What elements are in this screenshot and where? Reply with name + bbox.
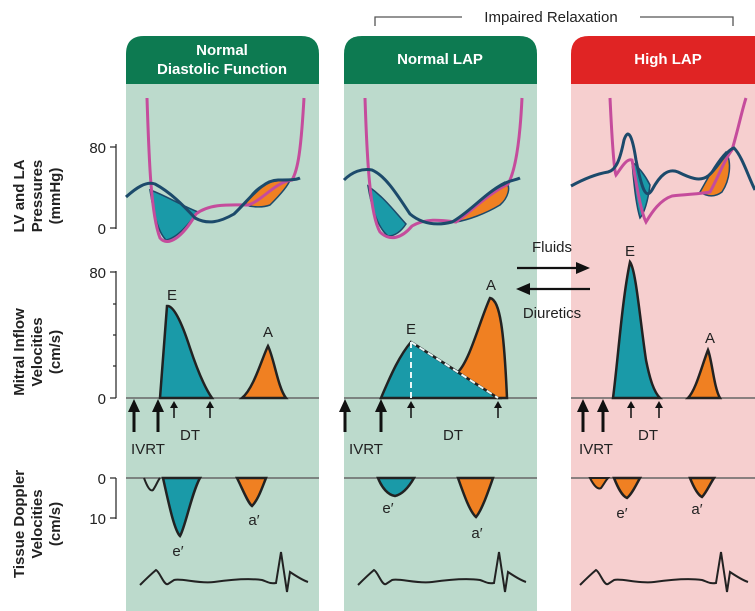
mitral-tick-0: 0 bbox=[98, 391, 106, 408]
mitral-label-line1: Mitral Inflow bbox=[11, 308, 28, 396]
panel-high-lap-e-label: E bbox=[625, 243, 635, 260]
panel-high-lap-la-curve bbox=[570, 132, 755, 196]
panel-normal-dt-label: DT bbox=[180, 427, 200, 444]
tissue-tick-10: 10 bbox=[89, 511, 106, 528]
panel-normal-lv-curve bbox=[145, 97, 306, 243]
panel-high-lap-early-dip bbox=[588, 477, 611, 490]
panel-normal-tissue-doppler bbox=[143, 476, 268, 538]
panel-normal-a-label: A bbox=[263, 324, 273, 341]
panel-high-lap-pressure-curves bbox=[570, 97, 755, 226]
panel-normal-e-wave bbox=[158, 304, 215, 400]
panel-normal-lap-e-label: E bbox=[406, 321, 416, 338]
panel-normal-a-prime-wave bbox=[234, 476, 268, 508]
tissue-label-line3: (cm/s) bbox=[47, 502, 64, 546]
panel-normal-lap-header bbox=[344, 36, 537, 84]
panel-normal-ivrt-label: IVRT bbox=[131, 441, 165, 458]
panel-normal-title-line1: Normal bbox=[196, 42, 248, 59]
impaired-relaxation-label: Impaired Relaxation bbox=[484, 9, 617, 26]
panel-normal-lap-a-prime-label: a′ bbox=[471, 525, 482, 542]
panel-high-lap-teal-area bbox=[631, 160, 651, 220]
pressures-label-line2: Pressures bbox=[29, 160, 46, 233]
panel-high-lap-lv-curve bbox=[608, 97, 748, 226]
panel-normal-lap-pressure-curves bbox=[342, 97, 524, 240]
panel-normal-a-prime-label: a′ bbox=[248, 512, 259, 529]
panel-normal-lap-la-curve bbox=[342, 168, 521, 226]
panel-normal-la-curve bbox=[124, 176, 301, 224]
diuretics-label: Diuretics bbox=[523, 305, 581, 322]
panel-normal-lap-ivrt-label: IVRT bbox=[349, 441, 383, 458]
tissue-tick-0: 0 bbox=[98, 471, 106, 488]
panel-high-lap-e-prime-wave bbox=[612, 476, 643, 500]
panel-normal-lap-interval-arrows bbox=[339, 399, 502, 432]
panel-normal-lap-dt-line bbox=[410, 341, 499, 399]
panel-high-lap-a-prime-wave bbox=[688, 476, 717, 499]
panel-high-lap-a-label: A bbox=[705, 330, 715, 347]
panel-high-lap-dt-label: DT bbox=[638, 427, 658, 444]
panel-normal-lap-a-wave bbox=[410, 296, 509, 400]
panel-high-lap-e-wave bbox=[611, 259, 664, 400]
panel-normal-lap-lv-curve bbox=[363, 97, 524, 240]
pressure-tick-0: 0 bbox=[98, 221, 106, 238]
panel-normal-background bbox=[126, 84, 319, 611]
pressures-row-label: LV and LA Pressures (mmHg) bbox=[11, 159, 64, 232]
panel-normal-title-line2: Diastolic Function bbox=[157, 61, 287, 78]
panel-normal-early-dip bbox=[143, 477, 161, 492]
mitral-label-line2: Velocities bbox=[29, 317, 46, 386]
panel-high-lap-header bbox=[571, 36, 755, 84]
panel-normal-lap-tissue-doppler bbox=[376, 476, 495, 519]
mitral-label-line3: (cm/s) bbox=[47, 330, 64, 374]
mitral-axis bbox=[110, 271, 117, 399]
panel-normal-mitral-inflow bbox=[158, 304, 289, 400]
panel-normal-ecg bbox=[139, 551, 309, 593]
panel-normal-lap-title: Normal LAP bbox=[397, 51, 483, 68]
pressures-label-line1: LV and LA bbox=[11, 159, 28, 232]
panel-normal-lap-dt-label: DT bbox=[443, 427, 463, 444]
tissue-axis bbox=[110, 477, 117, 519]
panel-normal-e-prime-wave bbox=[161, 476, 203, 538]
tissue-label-line2: Velocities bbox=[29, 489, 46, 558]
pressure-axis bbox=[110, 144, 117, 229]
panel-normal-e-prime-label: e′ bbox=[172, 543, 183, 560]
panel-normal-header bbox=[126, 36, 319, 84]
panel-high-lap-ivrt-label: IVRT bbox=[579, 441, 613, 458]
panel-high-lap-title: High LAP bbox=[634, 51, 702, 68]
impaired-relaxation-bracket bbox=[374, 16, 734, 26]
panel-normal-lap-mitral-inflow bbox=[379, 296, 509, 400]
panel-normal-lap-a-label: A bbox=[486, 277, 496, 294]
pressures-label-line3: (mmHg) bbox=[47, 168, 64, 225]
panel-normal-pressure-curves bbox=[124, 97, 306, 243]
panel-high-lap-tissue-doppler bbox=[588, 476, 717, 500]
panel-high-lap-a-prime-label: a′ bbox=[691, 501, 702, 518]
panel-normal-lap-ecg bbox=[357, 551, 527, 593]
panel-normal-lap-e-prime-wave bbox=[376, 476, 417, 498]
panel-normal-interval-arrows bbox=[128, 399, 214, 432]
panel-normal-lap-background bbox=[344, 84, 537, 611]
tissue-row-label: Tissue Doppler Velocities (cm/s) bbox=[11, 470, 64, 578]
panel-high-lap-interval-arrows bbox=[577, 399, 663, 432]
panel-high-lap-mitral-inflow bbox=[611, 259, 723, 400]
mitral-row-label: Mitral Inflow Velocities (cm/s) bbox=[11, 308, 64, 396]
panel-normal-e-label: E bbox=[167, 287, 177, 304]
panel-high-lap-ecg bbox=[579, 551, 749, 593]
panel-high-lap-e-prime-label: e′ bbox=[616, 505, 627, 522]
fluids-arrow bbox=[517, 262, 590, 274]
pressure-tick-80: 80 bbox=[89, 140, 106, 157]
fluids-label: Fluids bbox=[532, 239, 572, 256]
diuretics-arrow bbox=[516, 283, 590, 295]
panel-normal-lap-e-prime-label: e′ bbox=[382, 500, 393, 517]
tissue-label-line1: Tissue Doppler bbox=[11, 470, 28, 578]
panel-normal-a-wave bbox=[238, 343, 289, 400]
panel-high-lap-a-wave bbox=[684, 346, 723, 400]
mitral-tick-80: 80 bbox=[89, 265, 106, 282]
panel-normal-lap-a-prime-wave bbox=[456, 476, 495, 519]
